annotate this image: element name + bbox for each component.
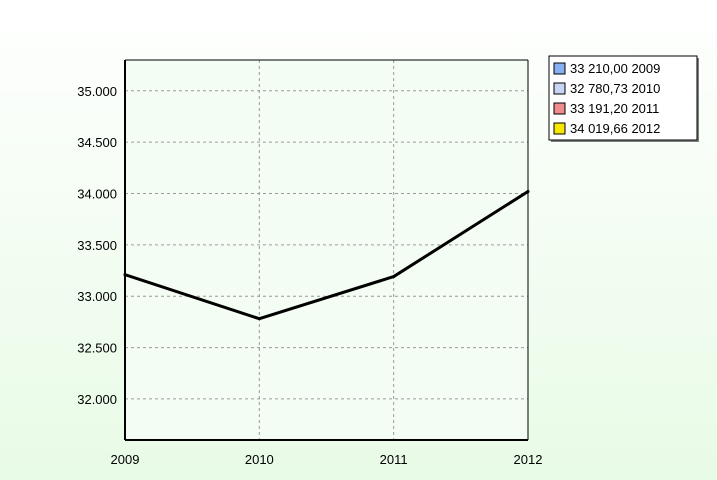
data-point: [123, 273, 127, 277]
x-axis-tick-labels: 2009 2010 2011 2012: [111, 452, 543, 467]
x-tick-label: 2009: [111, 452, 140, 467]
axes: [124, 59, 529, 441]
legend-label: 32 780,73 2010: [570, 81, 660, 96]
y-tick-label: 35.000: [77, 84, 117, 99]
data-point: [257, 317, 261, 321]
data-point: [526, 189, 530, 193]
legend-swatch: [553, 122, 566, 135]
y-axis-tick-labels: 32.000 32.500 33.000 33.500 34.000 34.500 35.0…: [77, 84, 117, 407]
legend-swatch: [553, 102, 566, 115]
legend-box: [548, 55, 698, 141]
legend-swatch: [553, 62, 566, 75]
y-tick-label: 32.500: [77, 341, 117, 356]
y-tick-label: 34.500: [77, 135, 117, 150]
series: [123, 189, 530, 321]
x-tick-label: 2012: [514, 452, 543, 467]
legend: 33 210,00 2009 32 780,73 2010 33 191,20 20…: [548, 55, 699, 142]
y-tick-label: 32.000: [77, 392, 117, 407]
legend-swatch: [553, 82, 566, 95]
y-tick-label: 34.000: [77, 187, 117, 202]
data-point: [392, 275, 396, 279]
y-tick-label: 33.500: [77, 238, 117, 253]
x-tick-label: 2010: [245, 452, 274, 467]
legend-label: 33 210,00 2009: [570, 61, 660, 76]
plot-area: [125, 60, 528, 440]
legend-label: 33 191,20 2011: [570, 101, 659, 116]
legend-label: 34 019,66 2012: [570, 121, 660, 136]
series-line-0: [123, 189, 530, 321]
x-tick-label: 2011: [380, 452, 408, 467]
y-tick-label: 33.000: [77, 289, 117, 304]
